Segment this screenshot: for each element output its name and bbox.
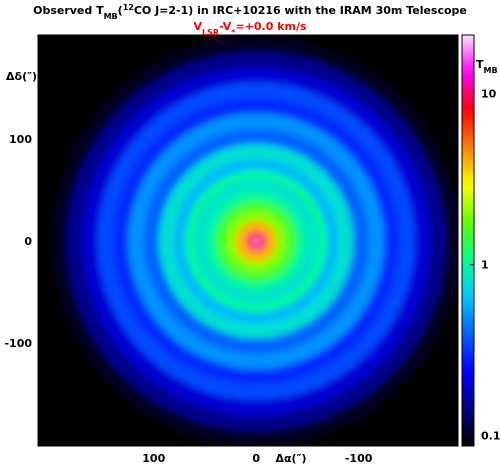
colorbar-label-part: MB <box>484 66 498 75</box>
colorbar-label-part: T <box>476 58 484 71</box>
chart-subtitle-part: =+0.0 km/s <box>235 20 307 33</box>
chart-title-part: Observed T <box>33 4 104 17</box>
y-tick-label: 100 <box>9 133 32 146</box>
colorbar-label: TMB <box>476 58 498 75</box>
chart-subtitle-part: * <box>231 28 236 37</box>
chart-subtitle: VLSR-V*=+0.0 km/s <box>193 20 307 37</box>
colorbar-tick-label: 10 <box>481 88 497 101</box>
x-tick-label: 0 <box>252 452 260 465</box>
map <box>51 36 458 446</box>
chart-subtitle-part: LSR <box>202 28 219 37</box>
colorbar <box>461 34 475 447</box>
chart-title: Observed TMB(12CO J=2-1) in IRC+10216 wi… <box>33 3 467 21</box>
emission-ring <box>253 238 260 245</box>
chart-title-part: 12 <box>123 3 134 12</box>
chart-title-part: MB <box>104 12 118 21</box>
plot-frame <box>37 34 459 447</box>
x-tick-label: 100 <box>142 452 165 465</box>
x-tick-label: -100 <box>345 452 373 465</box>
chart-title-part: ( <box>118 4 123 17</box>
colorbar-tick-label: 0.1 <box>481 430 500 443</box>
y-axis-label: Δδ(″) <box>6 70 37 83</box>
colorbar-tick-label: 1 <box>481 259 489 272</box>
chart-subtitle-part: V <box>193 20 202 33</box>
y-tick-label: -100 <box>4 337 32 350</box>
chart-title-part: CO J=2-1) in IRC+10216 with the IRAM 30m… <box>134 4 467 17</box>
y-tick-label: 0 <box>24 235 32 248</box>
x-axis-label: Δα(″) <box>275 452 306 465</box>
chart-subtitle-part: -V <box>219 20 232 33</box>
